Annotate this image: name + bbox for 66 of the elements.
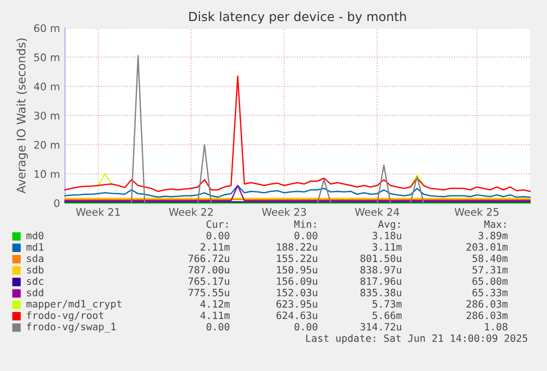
x-tick-label: Week 22 <box>169 208 213 216</box>
text: 58.40m <box>472 254 508 262</box>
text: 1.08 <box>485 322 508 331</box>
text: 57.31m <box>472 266 508 274</box>
text: 150.95u <box>277 266 318 274</box>
text: 188.22u <box>277 243 318 251</box>
text: 155.22u <box>277 254 318 262</box>
text: 835.38u <box>360 288 402 296</box>
legend-label: md0 <box>26 232 44 240</box>
text: Cur: <box>206 220 228 228</box>
legend-label: mapper/md1_crypt <box>26 300 122 310</box>
x-tick-label: Week 23 <box>262 208 306 216</box>
text: 775.55u <box>188 288 230 296</box>
legend-label: sdb <box>27 266 44 274</box>
text: Avg: <box>378 220 400 230</box>
text: 5.73m <box>372 300 402 308</box>
text: 0.00 <box>294 322 318 331</box>
text: 314.72u <box>360 322 402 331</box>
legend-label: sdd <box>27 288 44 296</box>
y-tick-label: 0 <box>54 199 60 208</box>
line-series <box>64 76 531 192</box>
text: 203.01m <box>466 243 508 251</box>
text: 156.09u <box>277 277 318 285</box>
y-tick-label: 10 m <box>34 170 60 178</box>
text: Max: <box>484 220 506 228</box>
text: 0.00 <box>206 322 230 331</box>
text: 624.63u <box>276 312 318 320</box>
text: 766.72u <box>188 254 230 262</box>
text: 4.11m <box>200 312 230 319</box>
y-tick-label: 30 m <box>34 112 60 120</box>
text: 801.50u <box>360 254 402 262</box>
text: 3.18u <box>372 232 402 240</box>
text: 286.03m <box>466 300 508 308</box>
x-tick-label: Week 25 <box>454 208 498 216</box>
legend-label: frodo-vg/root <box>26 311 104 322</box>
legend-label: sda <box>27 254 44 262</box>
text: 3.89m <box>478 232 508 240</box>
legend-label: md1 <box>26 242 44 251</box>
text: 0.00 <box>206 232 230 240</box>
text: 623.95u <box>276 300 318 308</box>
legend-label: frodo-vg/swap_1 <box>26 322 116 333</box>
text: 765.17u <box>188 277 230 285</box>
text: 65.00m <box>472 277 508 285</box>
x-tick-label: Week 21 <box>76 208 120 216</box>
chart-title: Disk latency per device - by month <box>189 12 406 24</box>
text: 152.03u <box>277 288 318 296</box>
text: Min: <box>294 220 316 228</box>
text: 5.66m <box>372 312 402 320</box>
text: 286.03m <box>466 312 508 320</box>
legend-label: sdc <box>27 277 44 285</box>
line-series <box>64 184 531 198</box>
text: 65.33m <box>472 288 508 296</box>
x-tick-label: Week 24 <box>355 208 400 216</box>
text: 0.00 <box>294 232 318 240</box>
text: 838.97u <box>360 266 402 274</box>
text: 3.11m <box>372 243 402 251</box>
y-tick-label: 20 m <box>34 140 60 149</box>
text: 2.11m <box>200 243 230 251</box>
y-tick-label: 40 m <box>34 82 60 90</box>
y-axis-title: Average IO Wait (seconds) <box>16 38 28 194</box>
y-tick-label: 60 m <box>34 24 60 32</box>
text: 4.12m <box>200 300 230 308</box>
y-tick-label: 50 m <box>34 53 60 62</box>
text: Last update: Sat Jun 21 14:00:09 2025 <box>306 334 528 344</box>
text: 787.00u <box>188 266 230 274</box>
text: 817.96u <box>360 277 402 285</box>
